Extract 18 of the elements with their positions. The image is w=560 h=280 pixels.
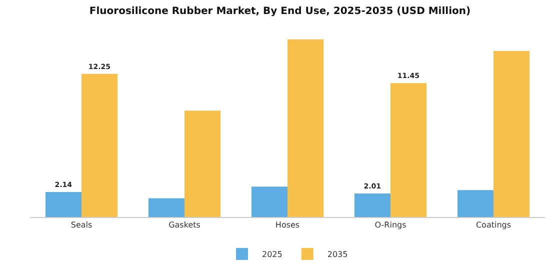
bar [251,186,288,217]
bar [148,198,184,217]
x-tick-label: O-Rings [374,220,406,230]
bar [494,51,530,217]
x-tick-label: Coatings [476,220,512,230]
bar [457,190,494,217]
x-tick-label: Hoses [275,220,300,230]
x-tick-label: Gaskets [168,220,200,230]
bar [45,192,82,217]
bar [354,194,390,217]
bar [184,110,221,217]
bar [288,39,324,217]
legend-label: 2025 [262,250,282,260]
bar [82,74,118,217]
chart-title: Fluorosilicone Rubber Market, By End Use, 2025-2035 (USD Million) [89,6,471,17]
bar [390,83,427,217]
x-tick-label: Seals [70,220,92,230]
legend-label: 2035 [327,250,348,260]
